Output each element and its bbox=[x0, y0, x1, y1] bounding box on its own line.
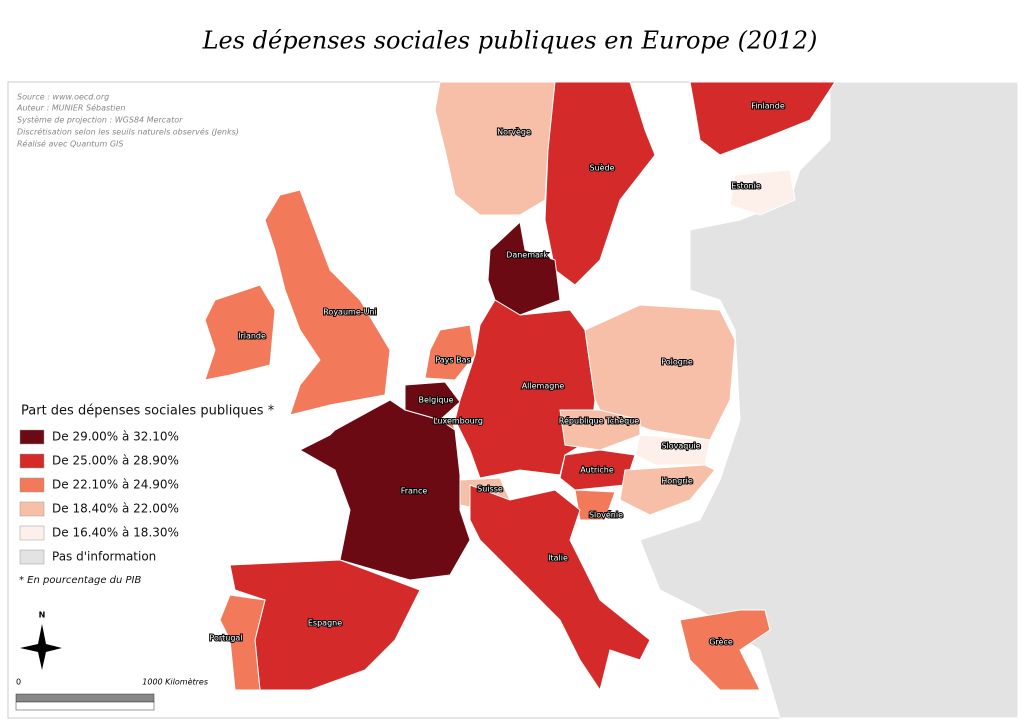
metadata-line: Auteur : MUNIER Sébastien bbox=[16, 103, 126, 113]
country-label: Pologne bbox=[661, 358, 693, 367]
legend-swatch bbox=[19, 549, 45, 565]
country-label: Hongrie bbox=[661, 477, 693, 486]
legend-label: De 22.10% à 24.90% bbox=[52, 478, 179, 492]
country-label: Allemagne bbox=[522, 382, 565, 391]
country bbox=[204, 284, 276, 381]
country-label: Pays Bas bbox=[435, 356, 470, 365]
legend-label: Pas d'information bbox=[52, 550, 156, 564]
country-label: Portugal bbox=[209, 634, 242, 643]
country bbox=[264, 189, 391, 416]
country-label: Suisse bbox=[477, 485, 503, 494]
scale-end: 1000 Kilomètres bbox=[142, 677, 208, 687]
country-label: Estonie bbox=[731, 182, 761, 191]
country-label: Autriche bbox=[580, 466, 614, 475]
country bbox=[544, 81, 656, 286]
legend-swatch bbox=[19, 477, 45, 493]
country-label: Slovaquie bbox=[661, 442, 700, 451]
legend-swatch bbox=[19, 453, 45, 469]
scale-bar bbox=[15, 693, 155, 703]
legend-label: De 18.40% à 22.00% bbox=[52, 502, 179, 516]
metadata-line: Système de projection : WGS84 Mercator bbox=[17, 115, 183, 125]
legend-swatch bbox=[19, 525, 45, 541]
compass-label: N bbox=[39, 611, 46, 620]
country-label: Italie bbox=[548, 554, 568, 563]
country bbox=[487, 221, 561, 316]
legend-title: Part des dépenses sociales publiques * bbox=[21, 404, 275, 419]
country bbox=[469, 484, 651, 692]
country-label: Suède bbox=[589, 163, 614, 173]
metadata-line: Source : www.oecd.org bbox=[17, 93, 109, 102]
country bbox=[229, 559, 421, 691]
country-label: Grèce bbox=[709, 637, 733, 647]
legend-swatch bbox=[19, 429, 45, 445]
title: Les dépenses sociales publiques en Europ… bbox=[202, 27, 818, 55]
country bbox=[619, 464, 716, 516]
country bbox=[404, 381, 461, 421]
country-label: Irlande bbox=[238, 332, 266, 341]
country-label: Finlande bbox=[751, 102, 785, 111]
scale-bar bbox=[15, 701, 155, 711]
country bbox=[634, 434, 711, 466]
legend-label: De 16.40% à 18.30% bbox=[52, 526, 179, 540]
legend-label: De 29.00% à 32.10% bbox=[52, 430, 179, 444]
legend-label: De 25.00% à 28.90% bbox=[52, 454, 179, 468]
compass-star bbox=[20, 624, 62, 670]
country-label: Belgique bbox=[418, 396, 453, 405]
country bbox=[679, 609, 771, 691]
metadata-line: Réalisé avec Quantum GIS bbox=[17, 139, 123, 149]
country-label: France bbox=[401, 487, 428, 496]
country-label: Norvège bbox=[497, 127, 531, 137]
country-label: Espagne bbox=[308, 619, 342, 628]
legend-swatch bbox=[19, 501, 45, 517]
country-label: Royaume-Uni bbox=[323, 308, 377, 317]
country-label: Danemark bbox=[506, 251, 548, 260]
country-label: Slovénie bbox=[589, 510, 623, 520]
country bbox=[298, 399, 471, 581]
country bbox=[219, 594, 266, 691]
country bbox=[454, 299, 596, 479]
metadata-line: Discrétisation selon les seuils naturels… bbox=[17, 127, 239, 137]
country bbox=[689, 81, 836, 156]
compass: N bbox=[20, 611, 62, 670]
country bbox=[729, 169, 796, 216]
legend-note: * En pourcentage du PIB bbox=[19, 575, 141, 586]
scale-start: 0 bbox=[16, 678, 21, 687]
country-label: Luxembourg bbox=[433, 417, 483, 426]
country-label: République Tchèque bbox=[559, 416, 639, 426]
country bbox=[584, 304, 736, 441]
country bbox=[424, 324, 476, 381]
